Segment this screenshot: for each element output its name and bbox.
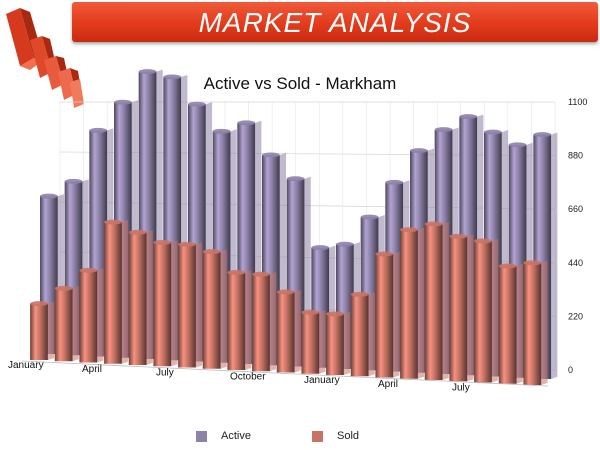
legend-label-active: Active [221, 430, 251, 442]
y-tick-label: 0 [568, 365, 573, 375]
bar-sold [79, 267, 104, 363]
bar-chart-logo-icon [6, 8, 84, 108]
x-tick-label: October [230, 371, 266, 382]
bar-sold [474, 238, 499, 383]
bar-sold [128, 229, 153, 365]
x-tick-label: July [156, 368, 174, 379]
banner-title: MARKET ANALYSIS [198, 7, 472, 38]
x-tick-label: January [8, 360, 44, 371]
y-tick-label: 440 [568, 258, 583, 268]
bar-sold [498, 263, 523, 384]
bar-sold [227, 269, 252, 370]
x-axis-line [21, 360, 549, 387]
bar-sold [424, 221, 449, 380]
x-tick-label: April [378, 379, 398, 390]
bar-sold [153, 240, 178, 367]
bar-sold [252, 271, 277, 372]
legend-item-active: Active [196, 430, 251, 442]
x-tick-label: January [304, 375, 340, 386]
bar-sold [202, 249, 227, 369]
y-tick-label: 220 [568, 311, 583, 321]
legend-item-sold: Sold [312, 430, 359, 442]
bar-sold [400, 227, 425, 379]
bar-sold [449, 233, 474, 382]
bar-sold [350, 291, 375, 377]
legend-label-sold: Sold [337, 430, 360, 442]
bar-sold [276, 289, 301, 373]
bar-sold [54, 285, 79, 362]
chart-legend: Active Sold [0, 430, 600, 448]
bar-sold [326, 311, 351, 375]
chart-title: Active vs Sold - Markham [203, 74, 397, 93]
legend-swatch-sold [312, 430, 323, 442]
y-tick-label: 880 [568, 151, 583, 161]
y-tick-label: 660 [568, 204, 583, 214]
legend-swatch-active [196, 430, 207, 442]
bar-sold [523, 260, 548, 385]
bar-sold [104, 219, 129, 364]
x-tick-label: April [82, 364, 102, 375]
bar-sold [375, 251, 400, 378]
bar-sold [178, 241, 203, 368]
bar-sold [30, 301, 55, 360]
bar-sold [301, 309, 326, 374]
x-tick-label: July [452, 383, 470, 394]
title-banner: MARKET ANALYSIS [72, 2, 598, 42]
chart-plot: 0 220 440 660 880 1100 January April July October… [8, 69, 587, 394]
y-tick-label: 1100 [568, 97, 587, 107]
